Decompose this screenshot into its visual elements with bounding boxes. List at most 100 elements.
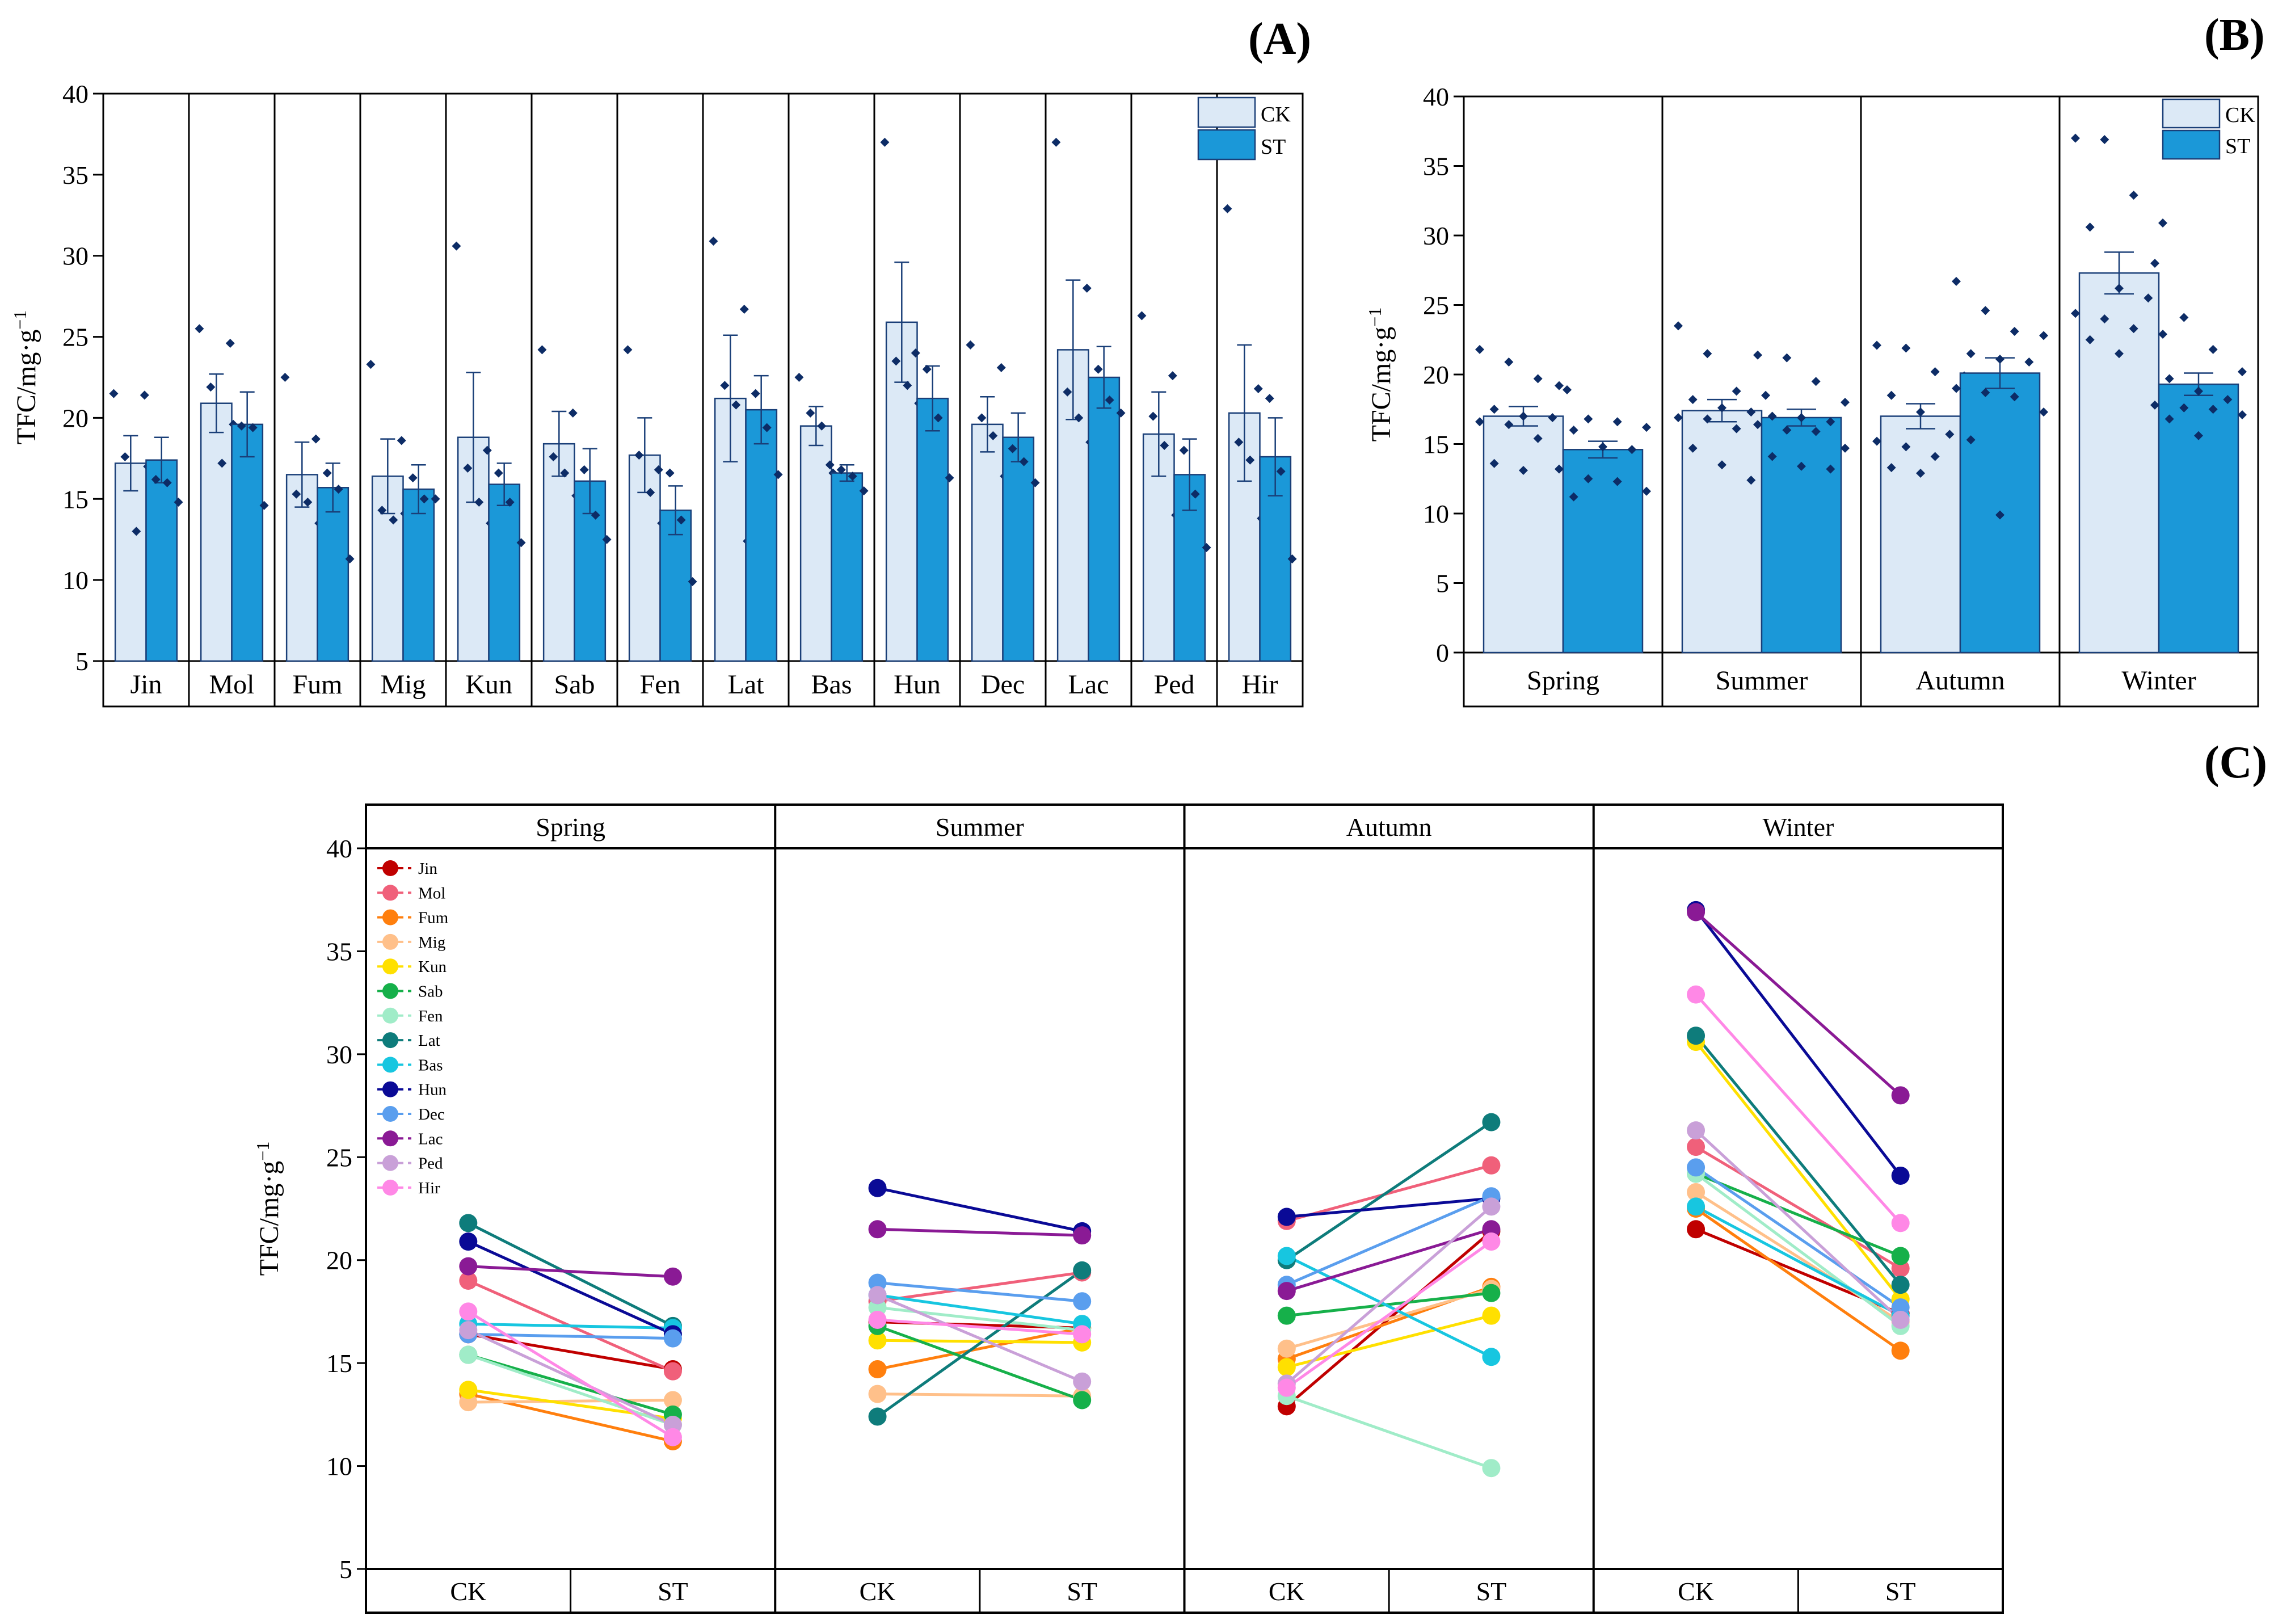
data-point bbox=[1074, 413, 1084, 423]
x-tick-label: CK bbox=[860, 1577, 896, 1606]
data-point bbox=[2039, 331, 2048, 340]
data-point bbox=[1767, 411, 1777, 421]
y-tick-label: 10 bbox=[1423, 499, 1449, 528]
data-point bbox=[1703, 349, 1712, 359]
data-point bbox=[494, 468, 503, 478]
category-label: Winter bbox=[2121, 666, 2196, 696]
ck-point-ped bbox=[1687, 1121, 1705, 1140]
data-point bbox=[2085, 222, 2095, 232]
series-line-ped bbox=[468, 1328, 673, 1427]
data-point bbox=[408, 473, 418, 483]
ck-point-lac bbox=[1277, 1282, 1296, 1301]
data-point bbox=[988, 431, 998, 440]
y-tick-label: 20 bbox=[62, 403, 89, 432]
st-point-ped bbox=[1073, 1372, 1092, 1391]
data-point bbox=[1753, 420, 1762, 430]
data-point bbox=[1642, 423, 1651, 432]
data-point bbox=[474, 498, 484, 507]
data-point bbox=[1475, 344, 1484, 354]
ck-bar bbox=[628, 454, 661, 662]
data-point bbox=[1555, 381, 1564, 390]
data-point bbox=[1966, 435, 1976, 445]
ck-bar bbox=[285, 474, 318, 662]
series-line-dec bbox=[1695, 1166, 1902, 1309]
st-bar bbox=[831, 472, 864, 662]
data-point bbox=[2129, 190, 2138, 200]
st-point-mig bbox=[663, 1391, 682, 1410]
data-point bbox=[334, 485, 343, 494]
legend-label-lac: Lac bbox=[418, 1130, 443, 1148]
st-point-dec bbox=[663, 1329, 682, 1348]
y-tick-label: 25 bbox=[326, 1143, 352, 1172]
ck-point-bas bbox=[1687, 1197, 1705, 1216]
data-point bbox=[1981, 306, 1990, 315]
data-point bbox=[891, 356, 901, 366]
category-label: Spring bbox=[1527, 666, 1599, 696]
series-line-lat bbox=[877, 1269, 1083, 1418]
x-tick-label: CK bbox=[450, 1577, 486, 1606]
data-point bbox=[2194, 431, 2203, 440]
legend-marker-bas bbox=[382, 1057, 398, 1073]
st-bar bbox=[2158, 383, 2239, 654]
category-label: Dec bbox=[981, 670, 1025, 700]
data-point bbox=[1563, 385, 1572, 394]
data-point bbox=[646, 487, 655, 497]
data-point bbox=[259, 500, 269, 510]
data-point bbox=[2179, 313, 2189, 322]
legend-marker-sab bbox=[382, 983, 398, 999]
legend-label-bas: Bas bbox=[418, 1056, 443, 1074]
data-point bbox=[303, 498, 313, 507]
category-label: Mol bbox=[209, 670, 254, 700]
y-tick-label: 15 bbox=[326, 1349, 352, 1378]
y-tick-label: 40 bbox=[1423, 82, 1449, 111]
data-point bbox=[174, 498, 183, 507]
data-point bbox=[1179, 445, 1189, 455]
ck-point-mig bbox=[1687, 1183, 1705, 1201]
facet-strip-label: Summer bbox=[936, 813, 1024, 842]
ck-point-fum bbox=[868, 1360, 887, 1379]
data-point bbox=[1105, 396, 1114, 405]
st-point-fum bbox=[1891, 1341, 1910, 1360]
data-point bbox=[654, 465, 663, 474]
data-point bbox=[1642, 486, 1651, 496]
data-point bbox=[1995, 355, 2005, 364]
legend-marker-jin bbox=[382, 860, 398, 876]
st-point-lat bbox=[1073, 1261, 1092, 1280]
data-point bbox=[1202, 543, 1211, 552]
st-bar bbox=[745, 409, 778, 662]
panel-c-label: (C) bbox=[2204, 738, 2267, 788]
st-point-ped bbox=[1891, 1310, 1910, 1329]
legend-swatch-ck bbox=[1197, 96, 1256, 128]
legend-label-hir: Hir bbox=[418, 1179, 440, 1197]
ck-bar bbox=[2078, 272, 2160, 654]
data-point bbox=[806, 408, 815, 418]
category-label: Jin bbox=[130, 670, 162, 700]
ck-bar bbox=[114, 462, 147, 662]
category-label: Hun bbox=[894, 670, 941, 700]
data-point bbox=[2164, 374, 2174, 384]
ck-point-dec bbox=[1687, 1158, 1705, 1177]
x-tick-label: ST bbox=[1885, 1577, 1916, 1606]
legend-marker-hir bbox=[382, 1179, 398, 1196]
legend-marker-lac bbox=[382, 1130, 398, 1147]
data-point bbox=[1265, 394, 1274, 403]
st-point-lac bbox=[1073, 1226, 1092, 1245]
y-tick-label: 5 bbox=[1436, 569, 1449, 598]
series-line-jin bbox=[468, 1332, 673, 1371]
series-line-sab bbox=[1695, 1172, 1901, 1257]
data-point bbox=[452, 241, 461, 251]
data-point bbox=[794, 373, 804, 382]
data-point bbox=[1746, 476, 1756, 485]
legend-marker-kun bbox=[382, 958, 398, 975]
data-point bbox=[1901, 442, 1911, 452]
st-point-kun bbox=[1482, 1306, 1501, 1325]
st-point-lac bbox=[663, 1267, 682, 1286]
ck-point-mol bbox=[1687, 1138, 1705, 1156]
data-point bbox=[2223, 395, 2233, 405]
y-axis-label: TFC/mg·g−1 bbox=[252, 1142, 284, 1276]
data-point bbox=[195, 324, 204, 334]
data-point bbox=[1872, 436, 1881, 446]
legend-marker-lat bbox=[382, 1032, 398, 1049]
legend-label-fen: Fen bbox=[418, 1007, 443, 1025]
data-point bbox=[1826, 417, 1835, 427]
